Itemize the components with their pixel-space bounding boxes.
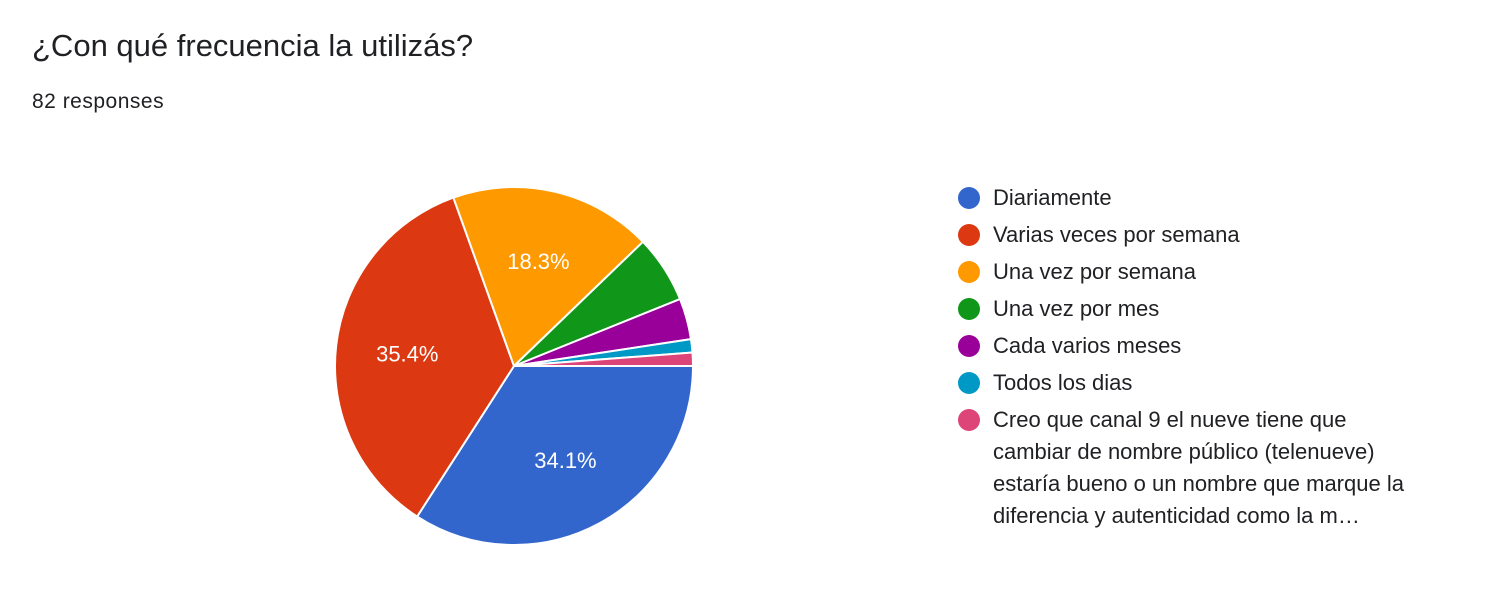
legend-swatch	[958, 409, 980, 431]
legend-label: Creo que canal 9 el nueve tiene que camb…	[993, 407, 1404, 528]
chart-title: ¿Con qué frecuencia la utilizás?	[32, 28, 474, 63]
legend-swatch	[958, 224, 980, 246]
pie-slice-1[interactable]	[334, 196, 516, 518]
pie-slice-6[interactable]	[513, 351, 695, 367]
legend-label: Diariamente	[993, 185, 1112, 210]
legend-label: Varias veces por semana	[993, 222, 1240, 247]
legend-swatch	[958, 372, 980, 394]
response-count: 82 responses	[32, 90, 165, 113]
legend-item[interactable]: Creo que canal 9 el nueve tiene que camb…	[958, 404, 1428, 532]
legend-label: Todos los dias	[993, 370, 1133, 395]
legend-item[interactable]: Una vez por mes	[958, 293, 1428, 325]
legend-swatch	[958, 335, 980, 357]
chart-legend: Diariamente Varias veces por semana Una ve…	[958, 182, 1428, 537]
legend-item[interactable]: Todos los dias	[958, 367, 1428, 399]
pie-slice-2[interactable]	[452, 186, 645, 368]
legend-item[interactable]: Varias veces por semana	[958, 219, 1428, 251]
legend-label: Una vez por semana	[993, 259, 1196, 284]
legend-item[interactable]: Una vez por semana	[958, 256, 1428, 288]
legend-label: Cada varios meses	[993, 333, 1182, 358]
legend-item[interactable]: Cada varios meses	[958, 330, 1428, 362]
slice-percent-label: 35.4%	[376, 341, 438, 366]
legend-swatch	[958, 298, 980, 320]
legend-label: Una vez por mes	[993, 296, 1160, 321]
legend-item[interactable]: Diariamente	[958, 182, 1428, 214]
legend-swatch	[958, 187, 980, 209]
legend-swatch	[958, 261, 980, 283]
slice-percent-label: 34.1%	[534, 448, 596, 473]
slice-percent-label: 18.3%	[507, 249, 569, 274]
